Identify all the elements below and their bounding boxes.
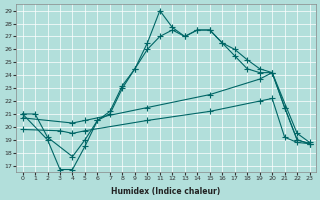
X-axis label: Humidex (Indice chaleur): Humidex (Indice chaleur) — [111, 187, 221, 196]
